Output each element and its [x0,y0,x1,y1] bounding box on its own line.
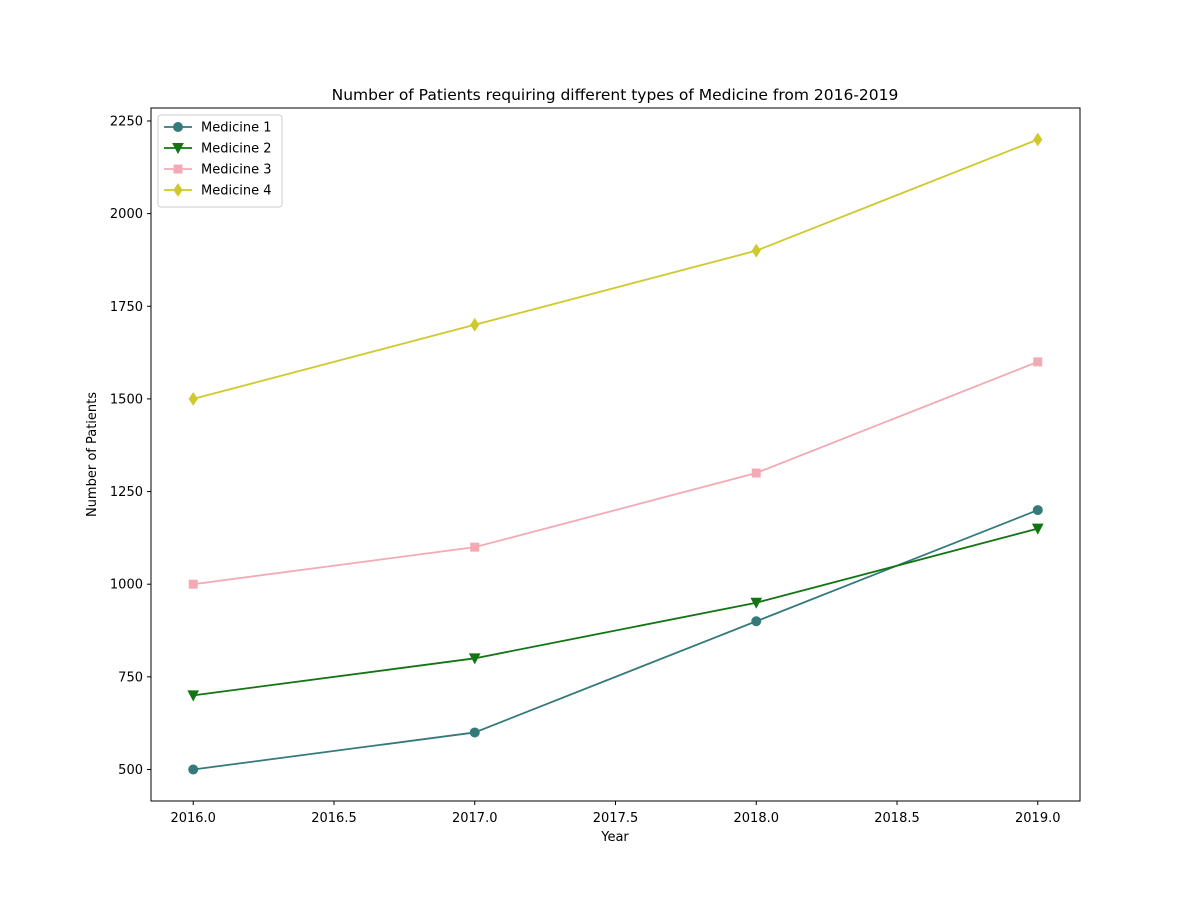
y-tick-label: 1500 [110,392,143,407]
legend-item: Medicine 2 [164,142,271,157]
legend-marker [172,143,184,155]
series-4 [188,132,1043,406]
data-point [468,653,481,665]
data-point [187,690,200,702]
x-axis: 2016.0 2016.5 2017.0 2017.5 2018.0 2018.5 2019… [170,801,1061,826]
chart-title: Number of Patients requiring different t… [332,86,899,104]
legend-label: Medicine 4 [201,184,271,199]
x-tick-label: 2018.5 [874,811,920,826]
legend-marker [173,122,183,132]
series-line [193,361,1039,586]
x-tick-label: 2017.5 [593,811,639,826]
data-point [470,317,480,332]
x-tick-label: 2017.0 [452,811,498,826]
series-layer [187,132,1044,775]
series-2 [187,523,1044,702]
legend-box [157,114,283,208]
legend-item: Medicine 1 [164,121,271,136]
data-point [188,764,199,775]
x-tick-label: 2016.0 [170,811,216,826]
series-line [192,138,1039,400]
y-tick-label: 2000 [110,207,143,222]
x-tick-label: 2018.0 [734,811,780,826]
y-tick-label: 1750 [110,300,143,315]
legend-label: Medicine 1 [201,121,271,136]
data-point [188,579,198,589]
legend-marker [173,164,183,174]
series-line [193,527,1039,697]
data-point [751,616,762,627]
data-point [750,597,763,609]
data-point [1033,132,1043,147]
x-tick-label: 2016.5 [311,811,357,826]
data-point [751,243,761,258]
legend: Medicine 1 Medicine 2 Medicine 3 Medicine 4 [157,114,283,208]
y-axis: 500 750 1000 1250 1500 1750 2000 2250 [110,114,151,778]
legend-marker [173,183,183,197]
legend-label: Medicine 3 [201,163,271,178]
data-point [188,392,198,406]
plot-area [150,107,1081,802]
legend-item: Medicine 3 [164,163,271,178]
legend-item: Medicine 4 [164,183,271,199]
legend-label: Medicine 2 [201,142,271,157]
x-tick-label: 2019.0 [1015,811,1061,826]
y-tick-label: 750 [118,670,143,685]
y-tick-label: 2250 [110,114,143,129]
y-axis-label: Number of Patients [85,392,100,517]
data-point [470,542,480,552]
data-point [1032,505,1043,516]
data-point [1031,523,1044,535]
x-axis-label: Year [600,830,629,845]
y-tick-label: 500 [118,763,143,778]
data-point [469,727,480,738]
data-point [1033,357,1043,367]
y-tick-label: 1000 [110,578,143,593]
y-tick-label: 1250 [110,485,143,500]
series-3 [188,357,1043,589]
data-point [751,468,761,478]
